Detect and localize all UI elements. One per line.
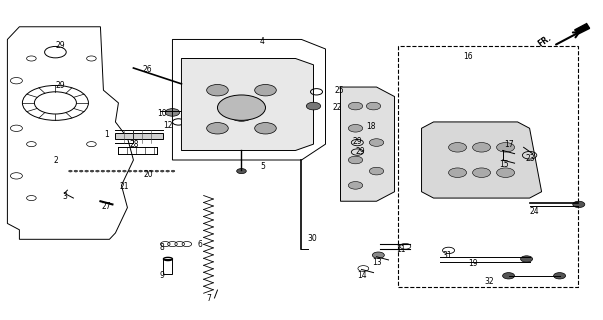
Circle shape [207,123,229,134]
Circle shape [144,170,148,172]
Text: 21: 21 [119,181,129,190]
Text: 32: 32 [485,277,494,286]
Circle shape [171,170,175,172]
Circle shape [166,170,169,172]
Bar [115,133,163,140]
Text: 13: 13 [372,258,382,267]
Circle shape [502,273,514,279]
Circle shape [128,170,131,172]
Circle shape [155,170,159,172]
Circle shape [254,84,276,96]
Circle shape [101,170,105,172]
Text: 22: 22 [333,103,343,112]
Circle shape [306,102,321,110]
Text: 6: 6 [197,240,202,249]
Bar [163,259,172,274]
Text: 17: 17 [504,140,513,149]
Text: 2: 2 [53,156,58,164]
Circle shape [349,102,363,110]
Text: 18: 18 [366,122,375,131]
Circle shape [236,169,246,174]
Text: 29: 29 [55,41,65,50]
Text: 29: 29 [55,81,65,90]
Circle shape [520,256,532,262]
Text: 11: 11 [396,245,405,254]
Circle shape [369,167,384,175]
Text: 10: 10 [157,108,167,117]
Circle shape [106,170,110,172]
Polygon shape [341,87,394,201]
Circle shape [150,170,153,172]
Circle shape [349,181,363,189]
Text: 16: 16 [464,52,473,61]
Text: 12: 12 [163,121,173,130]
Text: 29: 29 [353,137,362,147]
Circle shape [254,123,276,134]
Text: 25: 25 [335,86,344,95]
Circle shape [207,84,229,96]
Text: 1: 1 [104,130,109,139]
Text: 24: 24 [529,207,539,216]
Circle shape [80,170,83,172]
Circle shape [117,170,121,172]
Circle shape [90,170,94,172]
Circle shape [372,252,384,258]
Text: 30: 30 [308,234,317,243]
Text: 15: 15 [499,160,509,169]
Text: 19: 19 [468,259,478,268]
Text: 29: 29 [356,147,365,156]
Circle shape [473,142,491,152]
Circle shape [449,142,467,152]
Text: 4: 4 [260,36,265,45]
Text: 7: 7 [206,294,211,303]
Text: 23: 23 [526,154,535,163]
Text: 28: 28 [130,140,139,149]
Circle shape [349,124,363,132]
Circle shape [231,110,252,121]
Polygon shape [575,24,590,34]
Circle shape [367,102,380,110]
Circle shape [96,170,99,172]
Circle shape [85,170,89,172]
Text: 8: 8 [160,243,165,252]
Circle shape [165,108,180,116]
Circle shape [218,95,265,120]
Text: 27: 27 [102,203,111,212]
Circle shape [112,170,115,172]
Circle shape [369,139,384,146]
Circle shape [139,170,142,172]
Circle shape [69,170,72,172]
Text: 9: 9 [160,271,165,280]
Text: 3: 3 [62,192,67,201]
Circle shape [473,168,491,178]
Text: 26: 26 [142,65,152,74]
Polygon shape [182,59,314,150]
Text: 5: 5 [260,163,265,172]
Circle shape [497,142,514,152]
Circle shape [497,168,514,178]
Circle shape [449,168,467,178]
Polygon shape [421,122,541,198]
Circle shape [554,273,566,279]
Text: 31: 31 [443,251,452,260]
Text: 20: 20 [144,170,153,179]
Circle shape [160,170,164,172]
Circle shape [133,170,137,172]
Circle shape [122,170,126,172]
Circle shape [74,170,78,172]
Text: 14: 14 [357,271,367,280]
Circle shape [573,201,585,208]
Circle shape [349,156,363,164]
Text: FR.: FR. [536,33,553,49]
